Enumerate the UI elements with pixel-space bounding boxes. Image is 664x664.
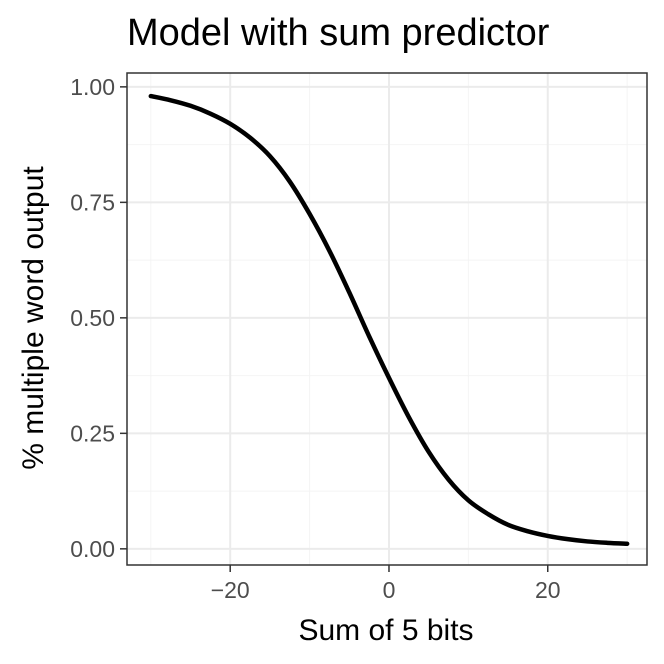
plot-panel-border	[126, 72, 648, 566]
x-tick-label: 0	[383, 577, 396, 603]
y-tick-label: 0.75	[70, 189, 115, 215]
x-tick-label: 20	[535, 577, 561, 603]
x-axis-title: Sum of 5 bits	[298, 614, 473, 647]
minor-gridlines	[127, 73, 647, 565]
series-line	[148, 93, 630, 546]
major-gridlines	[127, 73, 647, 565]
chart-title: Model with sum predictor	[127, 12, 550, 54]
y-axis: 0.00 0.25 0.50 0.75 1.00	[70, 74, 127, 562]
x-tick-label: −20	[211, 577, 250, 603]
y-tick-label: 0.25	[70, 420, 115, 446]
x-axis: −20 0 20	[211, 565, 561, 603]
y-tick-label: 0.00	[70, 536, 115, 562]
y-tick-label: 1.00	[70, 74, 115, 100]
y-axis-title: % multiple word output	[17, 166, 50, 470]
y-tick-label: 0.50	[70, 305, 115, 331]
